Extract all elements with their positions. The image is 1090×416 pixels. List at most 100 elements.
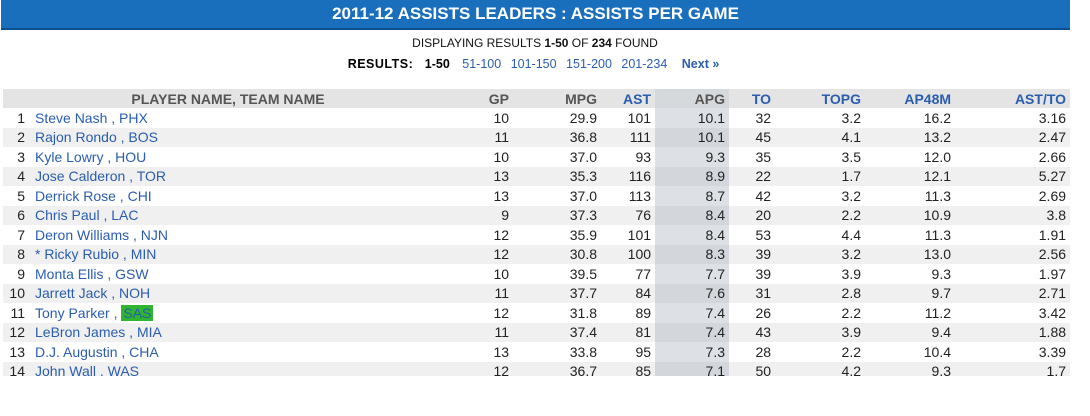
header-player-name[interactable]: PLAYER NAME, TEAM NAME bbox=[3, 89, 454, 108]
gp-cell: 10 bbox=[453, 264, 514, 284]
team-link[interactable]: HOU bbox=[115, 148, 147, 165]
team-link[interactable]: LAC bbox=[111, 207, 139, 224]
team-link[interactable]: NJN bbox=[140, 226, 169, 243]
ap48m-cell: 11.2 bbox=[865, 303, 956, 323]
ast-cell: 101 bbox=[601, 108, 656, 128]
to-cell: 35 bbox=[729, 147, 776, 167]
gp-cell: 13 bbox=[453, 166, 514, 186]
topg-cell: 3.9 bbox=[775, 264, 866, 284]
player-link[interactable]: Chris Paul bbox=[35, 207, 100, 224]
player-link[interactable]: Monta Ellis bbox=[35, 265, 104, 282]
to-cell: 42 bbox=[729, 186, 776, 206]
header-to[interactable]: TO bbox=[729, 89, 776, 108]
player-cell: Chris Paul , LAC bbox=[31, 205, 454, 225]
astto-cell: 2.47 bbox=[955, 127, 1070, 147]
header-ap48m[interactable]: AP48M bbox=[865, 89, 956, 108]
header-ast-to[interactable]: AST/TO bbox=[955, 89, 1070, 108]
to-cell: 50 bbox=[729, 361, 776, 376]
ap48m-cell: 11.3 bbox=[865, 186, 956, 206]
player-link[interactable]: Steve Nash bbox=[35, 109, 108, 126]
team-link[interactable]: BOS bbox=[128, 129, 158, 146]
leaders-table-container: PLAYER NAME, TEAM NAME GP MPG AST APG TO… bbox=[3, 89, 1070, 376]
rank-cell: 7 bbox=[3, 225, 31, 245]
player-link[interactable]: Deron Williams bbox=[35, 226, 130, 243]
pagination-current: 1-50 bbox=[424, 57, 450, 71]
mpg-cell: 37.4 bbox=[513, 322, 602, 342]
to-cell: 43 bbox=[729, 322, 776, 342]
player-link[interactable]: Kyle Lowry bbox=[35, 148, 104, 165]
team-link[interactable]: TOR bbox=[136, 168, 167, 185]
header-topg[interactable]: TOPG bbox=[775, 89, 866, 108]
ap48m-cell: 16.2 bbox=[865, 108, 956, 128]
team-link[interactable]: SAS bbox=[121, 304, 154, 321]
apg-cell: 8.3 bbox=[655, 244, 730, 264]
mpg-cell: 35.3 bbox=[513, 166, 602, 186]
ap48m-cell: 12.0 bbox=[865, 147, 956, 167]
page-link-101-150[interactable]: 101-150 bbox=[510, 57, 557, 71]
astto-cell: 3.8 bbox=[955, 205, 1070, 225]
topg-cell: 3.9 bbox=[775, 322, 866, 342]
player-link[interactable]: John Wall bbox=[35, 363, 96, 376]
to-cell: 26 bbox=[729, 303, 776, 323]
apg-cell: 7.4 bbox=[655, 303, 730, 323]
player-link[interactable]: Derrick Rose bbox=[35, 187, 116, 204]
team-link[interactable]: CHI bbox=[127, 187, 152, 204]
apg-cell: 8.9 bbox=[655, 166, 730, 186]
to-cell: 39 bbox=[729, 244, 776, 264]
player-link[interactable]: Rajon Rondo bbox=[35, 129, 117, 146]
table-row: 7 Deron Williams , NJN 12 35.9 101 8.4 53 4.4 11… bbox=[3, 225, 1070, 245]
gp-cell: 13 bbox=[453, 342, 514, 362]
to-cell: 28 bbox=[729, 342, 776, 362]
pagination: RESULTS: 1-50 51-100 101-150 151-200 201… bbox=[0, 57, 1070, 71]
header-mpg[interactable]: MPG bbox=[513, 89, 602, 108]
ast-cell: 84 bbox=[601, 283, 656, 303]
page-link-201-234[interactable]: 201-234 bbox=[621, 57, 668, 71]
mpg-cell: 36.7 bbox=[513, 361, 602, 376]
player-link[interactable]: * Ricky Rubio bbox=[35, 246, 120, 263]
player-link[interactable]: Tony Parker bbox=[35, 304, 110, 321]
player-cell: D.J. Augustin , CHA bbox=[31, 342, 454, 362]
table-row: 4 Jose Calderon , TOR 13 35.3 116 8.9 22 1.7 12.… bbox=[3, 166, 1070, 186]
topg-cell: 3.2 bbox=[775, 186, 866, 206]
display-range: 1-50 bbox=[544, 36, 569, 50]
rank-cell: 4 bbox=[3, 166, 31, 186]
team-link[interactable]: WAS bbox=[107, 363, 139, 376]
table-row: 12 LeBron James , MIA 11 37.4 81 7.4 43 3.9 9.4 1… bbox=[3, 322, 1070, 342]
ast-cell: 95 bbox=[601, 342, 656, 362]
team-link[interactable]: CHA bbox=[129, 343, 159, 360]
display-total: 234 bbox=[591, 36, 612, 50]
player-link[interactable]: Jarrett Jack bbox=[35, 285, 108, 302]
rank-cell: 5 bbox=[3, 186, 31, 206]
header-ast[interactable]: AST bbox=[601, 89, 656, 108]
team-link[interactable]: NOH bbox=[119, 285, 151, 302]
mpg-cell: 31.8 bbox=[513, 303, 602, 323]
table-row: 8 * Ricky Rubio , MIN 12 30.8 100 8.3 39 3.2 13.… bbox=[3, 244, 1070, 264]
topg-cell: 4.1 bbox=[775, 127, 866, 147]
player-link[interactable]: D.J. Augustin bbox=[35, 343, 118, 360]
rank-cell: 12 bbox=[3, 322, 31, 342]
player-link[interactable]: Jose Calderon bbox=[35, 168, 126, 185]
page-link-151-200[interactable]: 151-200 bbox=[566, 57, 612, 71]
player-link[interactable]: LeBron James bbox=[35, 324, 126, 341]
player-cell: Kyle Lowry , HOU bbox=[31, 147, 454, 167]
table-header-row: PLAYER NAME, TEAM NAME GP MPG AST APG TO… bbox=[3, 89, 1070, 108]
team-link[interactable]: PHX bbox=[119, 109, 148, 126]
mpg-cell: 29.9 bbox=[513, 108, 602, 128]
apg-cell: 10.1 bbox=[655, 108, 730, 128]
mpg-cell: 33.8 bbox=[513, 342, 602, 362]
apg-cell: 7.7 bbox=[655, 264, 730, 284]
next-page-link[interactable]: Next » bbox=[681, 57, 720, 71]
player-cell: Jarrett Jack , NOH bbox=[31, 283, 454, 303]
team-link[interactable]: MIN bbox=[130, 246, 157, 263]
leaders-table: PLAYER NAME, TEAM NAME GP MPG AST APG TO… bbox=[3, 89, 1070, 376]
header-gp[interactable]: GP bbox=[453, 89, 514, 108]
page-link-51-100[interactable]: 51-100 bbox=[462, 57, 502, 71]
team-link[interactable]: MIA bbox=[136, 324, 162, 341]
gp-cell: 11 bbox=[453, 322, 514, 342]
team-link[interactable]: GSW bbox=[115, 265, 149, 282]
header-apg[interactable]: APG bbox=[655, 89, 730, 108]
topg-cell: 2.8 bbox=[775, 283, 866, 303]
gp-cell: 12 bbox=[453, 244, 514, 264]
apg-cell: 7.1 bbox=[655, 361, 730, 376]
mpg-cell: 30.8 bbox=[513, 244, 602, 264]
